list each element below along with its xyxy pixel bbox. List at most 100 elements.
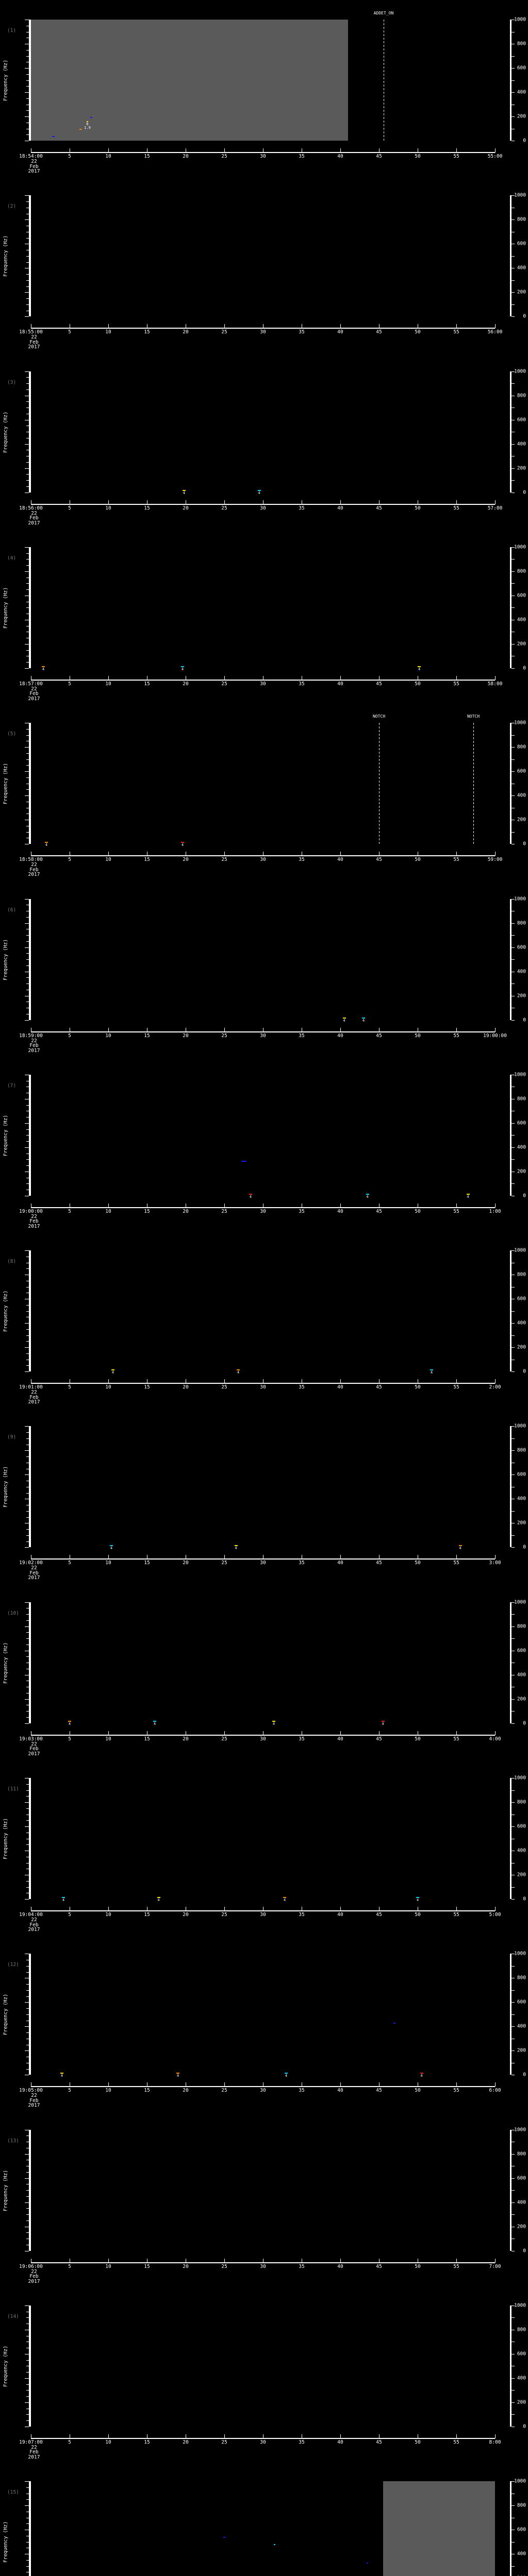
- right-axis-tick: [512, 571, 515, 572]
- x-tick: [224, 1907, 225, 1911]
- x-tick-label: 10: [105, 1032, 111, 1039]
- x-axis-start-label: 18:58:00: [19, 857, 43, 863]
- y-tick-label: 600: [517, 241, 526, 247]
- x-tick: [340, 1203, 341, 1208]
- x-tick-label: 50: [415, 1032, 421, 1039]
- x-axis-end-label: 58:00: [487, 681, 503, 687]
- x-axis-end-label: 6:00: [489, 2088, 501, 2094]
- detection-mark: [241, 1160, 246, 1162]
- y-tick: [25, 1123, 29, 1124]
- right-axis-tick: [512, 2402, 515, 2403]
- y-tick-label: 200: [517, 1344, 526, 1350]
- y-tick: [26, 2499, 29, 2500]
- x-tick-label: 15: [144, 2088, 150, 2094]
- x-tick: [108, 148, 109, 152]
- plot-area-6: [31, 899, 495, 1020]
- x-tick-label: 20: [183, 857, 189, 863]
- x-tick: [456, 2258, 457, 2263]
- y-tick: [26, 1105, 29, 1106]
- right-axis-tick: [512, 583, 515, 584]
- right-axis-line: [510, 1778, 512, 1899]
- panel-9: 0 200 400 600 800 1000 Frequency (Hz) (9) 4 4 4 19:…: [0, 1415, 528, 1590]
- y-tick: [25, 468, 29, 469]
- x-axis-line: [31, 1558, 495, 1560]
- x-axis-start-label: 19:03:00: [19, 1736, 43, 1742]
- y-tick: [26, 80, 29, 81]
- y-tick: [25, 371, 29, 372]
- y-tick-label: 400: [517, 440, 526, 447]
- panel-number-13: (13): [7, 2138, 19, 2144]
- y-tick-label: 0: [523, 2247, 526, 2253]
- right-axis-tick: [512, 68, 515, 69]
- right-axis-tick: [512, 1323, 515, 1324]
- x-tick-label: 20: [183, 1560, 189, 1566]
- y-axis-title: Frequency (Hz): [3, 2170, 9, 2211]
- right-axis-tick: [512, 1614, 515, 1615]
- y-tick: [26, 1784, 29, 1785]
- x-tick: [224, 1379, 225, 1384]
- y-axis-line: [29, 1954, 31, 2075]
- x-axis-date-label: 22 Feb 2017: [28, 1038, 40, 1054]
- data-segment: [31, 20, 348, 141]
- y-tick: [26, 953, 29, 954]
- right-axis-tick: [512, 668, 515, 669]
- x-tick-label: 15: [144, 505, 150, 511]
- detection-mark: [283, 1896, 286, 1898]
- detection-mark-label: 4: [382, 1722, 384, 1726]
- y-axis-title: Frequency (Hz): [3, 411, 9, 453]
- y-tick: [26, 462, 29, 463]
- panel-number-12: (12): [7, 1962, 19, 1968]
- y-tick: [26, 2014, 29, 2015]
- detection-mark: [466, 1193, 470, 1195]
- right-axis-tick: [512, 195, 515, 196]
- x-tick-label: 55: [453, 1736, 459, 1742]
- x-tick: [340, 1555, 341, 1560]
- x-axis-start-label: 19:01:00: [19, 1384, 43, 1391]
- y-tick-label: 0: [523, 1368, 526, 1375]
- y-tick-label: 1000: [514, 2126, 526, 2132]
- x-tick-label: 5: [68, 1384, 71, 1391]
- right-axis-tick: [512, 547, 515, 548]
- x-tick-label: 25: [221, 1736, 227, 1742]
- y-tick: [26, 1808, 29, 1809]
- y-axis-line: [29, 1074, 31, 1196]
- panel-6: 0 200 400 600 800 1000 Frequency (Hz) (6) 4 4 18:5…: [0, 888, 528, 1063]
- y-axis-line: [29, 899, 31, 1020]
- x-tick: [108, 675, 109, 680]
- x-tick: [495, 1379, 496, 1384]
- y-tick: [25, 116, 29, 117]
- y-tick: [26, 1620, 29, 1621]
- y-tick: [26, 1535, 29, 1536]
- panel-number-10: (10): [7, 1610, 19, 1616]
- x-tick: [495, 1555, 496, 1560]
- x-tick-label: 30: [260, 1208, 266, 1214]
- x-axis-date-label: 22 Feb 2017: [28, 2444, 40, 2460]
- x-tick: [224, 500, 225, 504]
- x-axis-start-label: 19:07:00: [19, 2439, 43, 2445]
- plot-area-13: [31, 2129, 495, 2251]
- y-tick-label: 600: [517, 1471, 526, 1478]
- x-tick-label: 45: [376, 329, 382, 335]
- y-tick-label: 1000: [514, 1072, 526, 1078]
- y-tick: [26, 1820, 29, 1821]
- x-tick: [108, 500, 109, 504]
- right-axis-tick: [512, 316, 515, 317]
- x-axis-line: [31, 328, 495, 329]
- y-axis-title: Frequency (Hz): [3, 2521, 9, 2563]
- y-tick-label: 1000: [514, 192, 526, 198]
- y-tick-label: 800: [517, 1623, 526, 1629]
- right-axis-tick: [512, 959, 515, 960]
- y-tick: [26, 2523, 29, 2524]
- detection-mark: [45, 841, 48, 843]
- y-tick: [26, 2069, 29, 2070]
- x-tick-label: 45: [376, 2263, 382, 2269]
- plot-area-9: [31, 1426, 495, 1548]
- x-tick-label: 35: [299, 154, 305, 159]
- y-tick-label: 600: [517, 1823, 526, 1829]
- y-tick: [26, 1984, 29, 1985]
- right-axis-tick: [512, 256, 515, 257]
- x-tick-label: 10: [105, 2439, 111, 2445]
- x-tick: [456, 1555, 457, 1560]
- x-tick: [456, 2082, 457, 2087]
- x-axis-date-label: 22 Feb 2017: [28, 1741, 40, 1757]
